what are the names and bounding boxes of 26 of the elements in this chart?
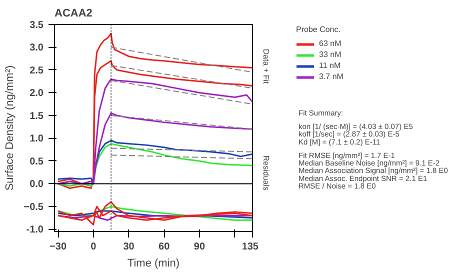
x-tick-label: −30 [50,242,67,252]
x-tick-label: 60 [158,242,170,252]
y-tick-label: 1.5 [30,110,44,122]
y-tick-label: 0.0 [30,179,44,190]
legend-label: 3.7 nM [319,72,344,81]
chart-title: ACAA2 [54,8,92,20]
y-tick-label: -1.0 [26,224,44,236]
y-tick-label: 2.0 [30,88,44,100]
x-tick-label: 0 [90,242,97,252]
x-tick-label: 90 [194,242,206,252]
legend-label: 63 nM [319,39,342,48]
y-axis-title: Surface Density (ng/mm²) [4,65,16,191]
legend-label: 11 nM [319,61,341,70]
x-axis-title: Time (min) [127,258,180,270]
text: Residuals [262,155,270,191]
x-tick-label: 30 [123,242,135,252]
y-tick-label: 1.0 [30,134,44,145]
y-tick-label: −0.5 [24,202,44,213]
y-tick-label: 0.5 [30,156,44,168]
y-tick-label: 3.5 [30,20,44,31]
x-tick-label: 135 [242,242,259,252]
y-tick-label: 2.5 [30,65,44,76]
text: Data + Fit [262,48,270,85]
y-tick-label: 3.0 [30,42,44,54]
legend-title: Probe Conc. [296,25,342,34]
legend-label: 33 nM [319,50,342,59]
